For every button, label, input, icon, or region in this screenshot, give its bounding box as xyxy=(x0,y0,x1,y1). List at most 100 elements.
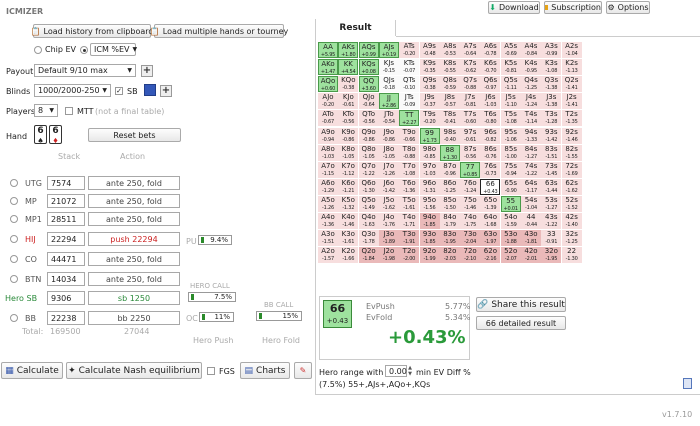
hand-cell[interactable]: 32s -1.25 xyxy=(561,230,582,247)
dealer-radio[interactable] xyxy=(10,314,18,322)
hand-cell[interactable]: 98s -0.40 xyxy=(439,127,460,144)
hand-cell[interactable]: 84s -1.27 xyxy=(521,144,541,161)
min-ev-spinner[interactable]: ▲ ▼ xyxy=(408,365,412,377)
hand-cell[interactable]: 97s -0.61 xyxy=(460,127,481,144)
hand-cell[interactable]: J7s -0.81 xyxy=(460,93,481,110)
hand-cell[interactable]: A2s -1.04 xyxy=(561,42,582,58)
hand-cell[interactable]: 82o -2.03 xyxy=(439,247,460,264)
hand-cell[interactable]: J2s -1.41 xyxy=(561,93,582,110)
hand-cell[interactable]: 52s -1.52 xyxy=(561,195,582,212)
hand-cell[interactable]: K6o -1.21 xyxy=(338,178,359,195)
hand-cell[interactable]: J9s -0.37 xyxy=(419,93,440,110)
hand-cell[interactable]: Q7s -0.88 xyxy=(460,76,481,93)
player-stack-input[interactable]: 22294 xyxy=(47,232,85,246)
hand-cell[interactable]: J2o -1.98 xyxy=(378,247,399,264)
hand-cell[interactable]: 64s -1.17 xyxy=(521,178,541,195)
hand-cell[interactable]: QJo -0.64 xyxy=(358,93,379,110)
hand-cell[interactable]: J8o -1.05 xyxy=(378,144,399,161)
mtt-checkbox[interactable] xyxy=(65,107,73,115)
hand-cell[interactable]: Q8s -0.59 xyxy=(439,76,460,93)
hand-cell[interactable]: J7o -1.26 xyxy=(378,161,399,178)
load-multiple-button[interactable]: 📋 Load multiple hands or tourney xyxy=(150,24,288,38)
player-stack-input[interactable]: 28511 xyxy=(47,212,85,226)
chip-ev-radio[interactable] xyxy=(34,46,42,54)
hand-cell[interactable]: J8s -0.57 xyxy=(439,93,460,110)
hand-cell[interactable]: 86s -0.76 xyxy=(480,144,501,161)
player-stack-input[interactable]: 21072 xyxy=(47,194,85,208)
dealer-radio[interactable] xyxy=(10,275,18,283)
hand-cell[interactable]: 43o -1.81 xyxy=(521,230,541,247)
hand-cell[interactable]: 95s -1.06 xyxy=(500,127,521,144)
hand-cell[interactable]: Q4o -1.63 xyxy=(358,213,379,229)
hand-cell[interactable]: ATs -0.20 xyxy=(399,42,420,58)
hand-cell[interactable]: 62o -2.16 xyxy=(480,247,501,264)
hand-cell[interactable]: 88 +1.30 xyxy=(439,144,460,161)
player-action[interactable]: ante 250, fold xyxy=(88,252,180,266)
hand-cell[interactable]: K7o -1.12 xyxy=(338,161,359,178)
hand-cell[interactable]: J4s -1.24 xyxy=(521,93,541,110)
hand-cell[interactable]: T7o -1.08 xyxy=(399,161,420,178)
hand-cell[interactable]: T5o -1.61 xyxy=(399,195,420,212)
hand-cell[interactable]: 63o -1.97 xyxy=(480,230,501,247)
options-button[interactable]: ⚙ Options xyxy=(606,1,650,14)
hand-cell[interactable]: A6s -0.78 xyxy=(480,42,501,58)
hand-cell[interactable]: K2o -1.66 xyxy=(338,247,359,264)
hand-cell[interactable]: J5s -1.10 xyxy=(500,93,521,110)
hand-cell[interactable]: T9s -0.20 xyxy=(419,110,440,127)
hand-cell[interactable]: A6o -1.29 xyxy=(318,178,338,195)
dealer-radio[interactable] xyxy=(10,179,18,187)
hand-card-1[interactable]: 6 ♠ xyxy=(34,125,47,145)
edit-button[interactable]: ✎ xyxy=(294,362,312,379)
hand-cell[interactable]: 54s -1.04 xyxy=(521,195,541,212)
hand-cell[interactable]: Q2s -1.41 xyxy=(561,76,582,93)
hand-cell[interactable]: 87s -0.56 xyxy=(460,144,481,161)
hand-cell[interactable]: T3o -1.91 xyxy=(399,230,420,247)
slider-handle[interactable] xyxy=(202,314,205,320)
oc-slider[interactable]: 11% xyxy=(199,312,234,322)
hand-cell[interactable]: 85o -1.50 xyxy=(439,195,460,212)
subscription-button[interactable]: Subscription xyxy=(544,1,602,14)
hand-cell[interactable]: A5s -0.69 xyxy=(500,42,521,58)
dealer-radio[interactable] xyxy=(10,197,18,205)
save-icon[interactable] xyxy=(144,84,156,96)
hand-cell[interactable]: T4s -1.14 xyxy=(521,110,541,127)
hand-cell[interactable]: 63s -1.44 xyxy=(541,178,562,195)
slider-handle[interactable] xyxy=(259,313,262,319)
hand-cell[interactable]: 44 -0.44 xyxy=(521,213,541,229)
hand-cell[interactable]: A9o -0.94 xyxy=(318,127,338,144)
hand-cell[interactable]: K9s -0.35 xyxy=(419,59,440,76)
hand-cell[interactable]: A3o -1.51 xyxy=(318,230,338,247)
hand-cell[interactable]: 43s -1.22 xyxy=(541,213,562,229)
result-tab[interactable]: Result xyxy=(316,20,396,36)
share-result-button[interactable]: 🔗 Share this result xyxy=(476,297,566,312)
player-action[interactable]: ante 250, fold xyxy=(88,194,180,208)
hand-cell[interactable]: A3s -0.99 xyxy=(541,42,562,58)
hand-cell[interactable]: T7s -0.60 xyxy=(460,110,481,127)
player-stack-input[interactable]: 9306 xyxy=(47,291,85,305)
hand-cell[interactable]: T3s -1.28 xyxy=(541,110,562,127)
hand-cell[interactable]: A4s -0.84 xyxy=(521,42,541,58)
players-select[interactable]: 8 ▼ xyxy=(34,104,58,117)
hand-cell[interactable]: 65s -0.90 xyxy=(500,178,521,195)
hand-cell[interactable]: 93s -1.42 xyxy=(541,127,562,144)
load-history-button[interactable]: 📋 Load history from clipboard xyxy=(31,24,153,38)
player-stack-input[interactable]: 14034 xyxy=(47,272,85,286)
hand-cell[interactable]: 93o -1.85 xyxy=(419,230,440,247)
hand-cell[interactable]: T6s -0.80 xyxy=(480,110,501,127)
hand-cell[interactable]: JTs -0.09 xyxy=(399,93,420,110)
hand-cell[interactable]: 32o -1.95 xyxy=(541,247,562,264)
hand-cell[interactable]: QTo -0.56 xyxy=(358,110,379,127)
bb-call-slider[interactable]: 15% xyxy=(256,311,302,321)
player-stack-input[interactable]: 7574 xyxy=(47,176,85,190)
hand-cell[interactable]: 82s -1.55 xyxy=(561,144,582,161)
hand-cell[interactable]: K8s -0.55 xyxy=(439,59,460,76)
hand-cell[interactable]: K8o -1.05 xyxy=(338,144,359,161)
hand-cell[interactable]: 96s -0.82 xyxy=(480,127,501,144)
hand-cell[interactable]: Q9o -0.86 xyxy=(358,127,379,144)
hand-cell[interactable]: QQ +3.60 xyxy=(358,76,379,93)
hand-cell[interactable]: 87o -0.96 xyxy=(439,161,460,178)
hand-cell[interactable]: 86o -1.25 xyxy=(439,178,460,195)
hand-cell[interactable]: K4o -1.46 xyxy=(338,213,359,229)
hand-cell[interactable]: 94s -1.33 xyxy=(521,127,541,144)
hand-cell[interactable]: A2o -1.57 xyxy=(318,247,338,264)
